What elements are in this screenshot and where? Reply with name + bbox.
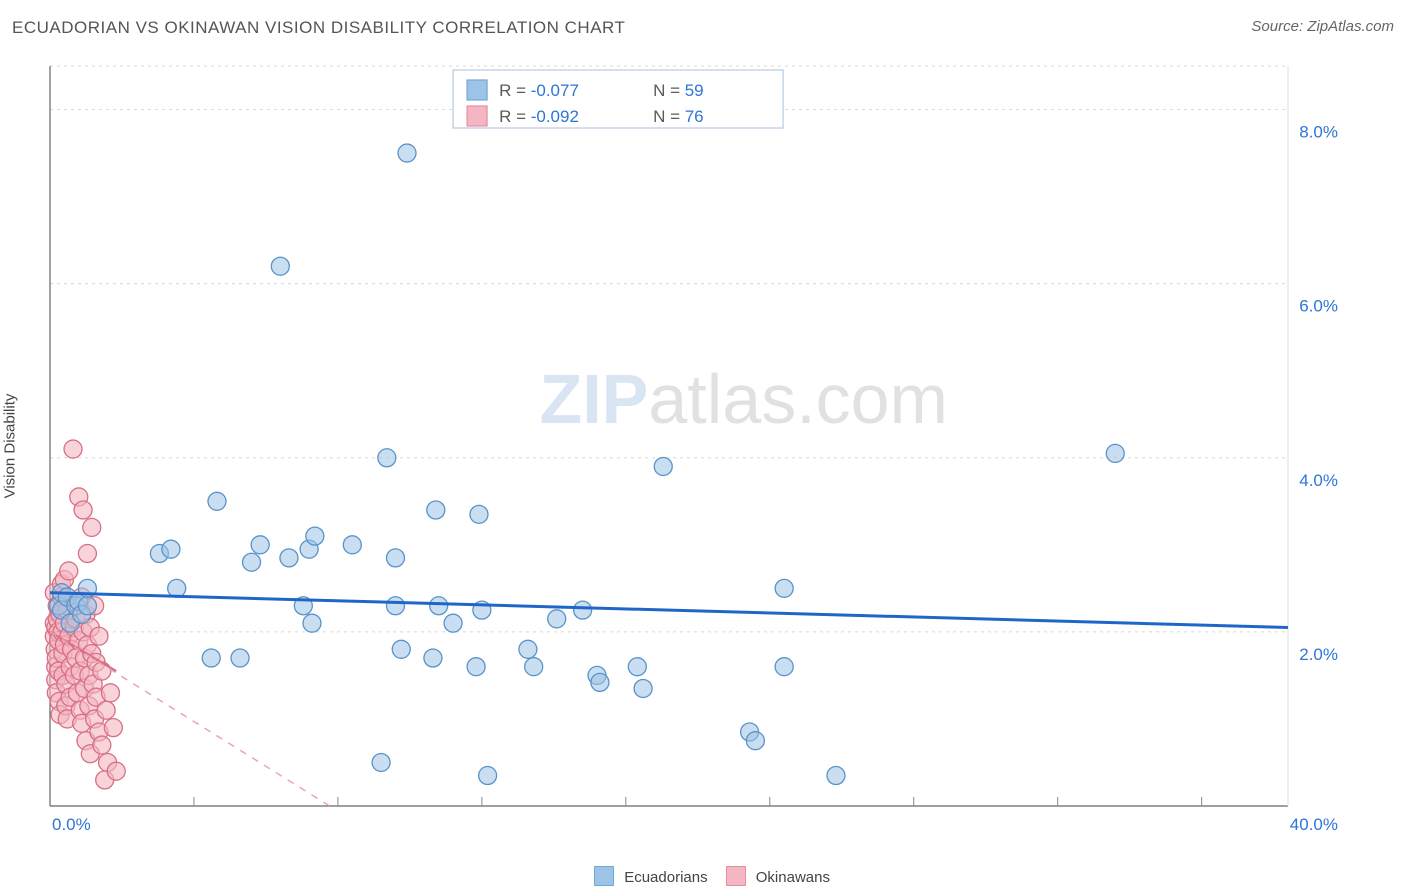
svg-text:40.0%: 40.0% (1290, 815, 1338, 834)
svg-text:0.0%: 0.0% (52, 815, 91, 834)
legend-label: Okinawans (752, 869, 830, 886)
svg-text:6.0%: 6.0% (1299, 297, 1338, 316)
series-legend: Ecuadorians Okinawans (0, 866, 1406, 886)
svg-text:R = -0.077: R = -0.077 (499, 81, 579, 100)
svg-text:N = 76: N = 76 (653, 107, 704, 126)
svg-text:4.0%: 4.0% (1299, 471, 1338, 490)
scatter-plot-svg: 2.0% 4.0% 6.0% 8.0% 0.0% 40.0% ZIPatlas.com R =… (44, 58, 1344, 842)
svg-text:8.0%: 8.0% (1299, 123, 1338, 142)
source-attribution: Source: ZipAtlas.com (1251, 18, 1394, 35)
legend-swatch (594, 866, 614, 886)
chart-title: ECUADORIAN VS OKINAWAN VISION DISABILITY… (12, 18, 625, 37)
svg-text:N = 59: N = 59 (653, 81, 704, 100)
svg-text:R = -0.092: R = -0.092 (499, 107, 579, 126)
y-axis-label: Vision Disability (2, 394, 19, 499)
svg-text:2.0%: 2.0% (1299, 645, 1338, 664)
legend-swatch (726, 866, 746, 886)
chart-area: 2.0% 4.0% 6.0% 8.0% 0.0% 40.0% ZIPatlas.com R =… (44, 58, 1344, 842)
svg-text:ZIPatlas.com: ZIPatlas.com (539, 360, 947, 438)
legend-label: Ecuadorians (620, 869, 708, 886)
